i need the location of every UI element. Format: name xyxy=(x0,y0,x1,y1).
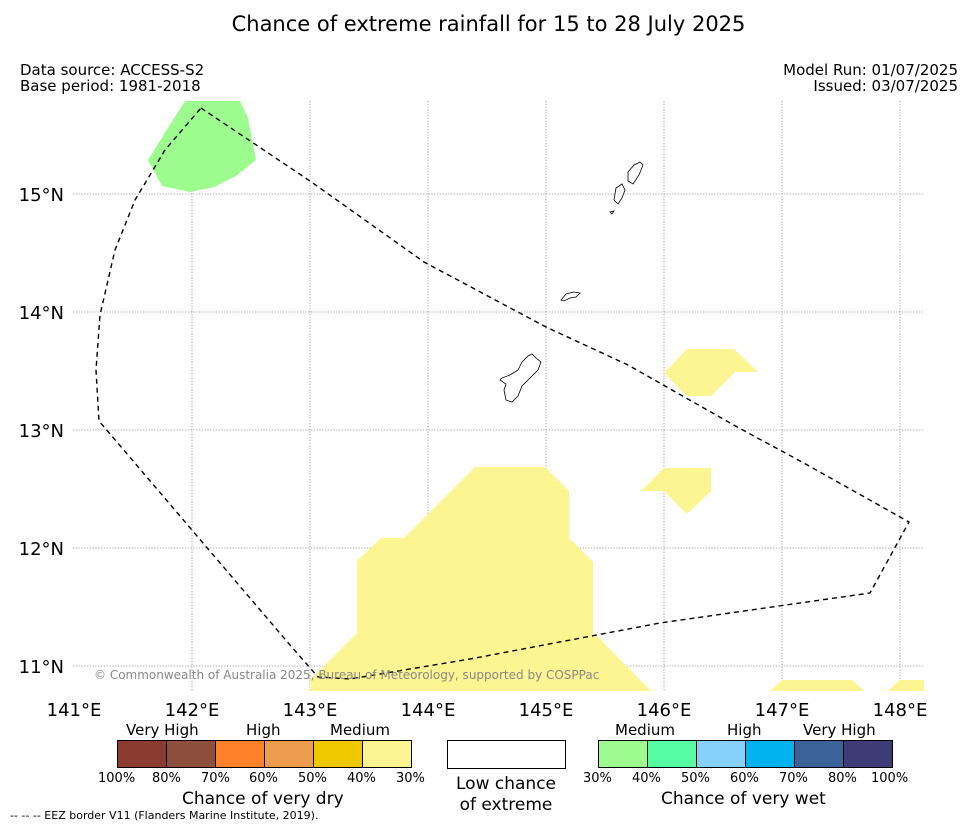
legend-wet-swatch xyxy=(598,740,648,768)
lon-tick-label: 148°E xyxy=(873,700,928,720)
legend-wet-swatch xyxy=(696,740,746,768)
issued-date: Issued: 03/07/2025 xyxy=(813,77,958,95)
legend-dry-title: Chance of very dry xyxy=(182,789,344,809)
saipan-island xyxy=(627,161,644,185)
legend-wet-tick: 70% xyxy=(779,771,808,786)
legend-dry-swatch xyxy=(215,740,265,768)
legend-wet-swatch xyxy=(843,740,893,768)
data-source: Data source: ACCESS-S2 xyxy=(20,61,205,79)
legend-wet-tick: 30% xyxy=(583,771,612,786)
legend-dry-category: High xyxy=(246,721,281,739)
medium-wet-region xyxy=(148,101,256,192)
guam-island xyxy=(499,353,542,403)
lon-tick-label: 141°E xyxy=(47,700,102,720)
legend-wet-tick: 40% xyxy=(632,771,661,786)
copyright-text: © Commonwealth of Australia 2025, Bureau… xyxy=(94,668,599,682)
eez-border xyxy=(95,107,910,680)
legend-wet-category: Medium xyxy=(615,721,675,739)
legend-wet-category: High xyxy=(727,721,762,739)
tinian-island xyxy=(613,183,626,205)
legend-low-title-line2: of extreme xyxy=(459,795,553,815)
legend-dry-swatch xyxy=(264,740,314,768)
legend-wet-swatch xyxy=(647,740,697,768)
aguijan-island xyxy=(609,210,615,215)
legend-wet-tick: 100% xyxy=(871,771,909,786)
legend-dry-colorbar xyxy=(117,740,412,768)
map-area: © Commonwealth of Australia 2025, Bureau… xyxy=(73,101,924,691)
legend-wet-category: Very High xyxy=(803,721,876,739)
legend-wet-colorbar xyxy=(598,740,893,768)
legend-dry-tick: 60% xyxy=(249,771,278,786)
legend-low-swatch xyxy=(447,740,566,769)
base-period: Base period: 1981-2018 xyxy=(20,77,201,95)
legend-dry-tick: 40% xyxy=(347,771,376,786)
legend-dry-category: Medium xyxy=(330,721,390,739)
legend-dry-tick: 50% xyxy=(298,771,327,786)
legend-dry-swatch xyxy=(117,740,167,768)
lon-tick-label: 144°E xyxy=(401,700,456,720)
medium-dry-region-east-2 xyxy=(641,468,711,514)
lon-tick-label: 143°E xyxy=(283,700,338,720)
legend-wet-swatch xyxy=(794,740,844,768)
lat-tick-label: 12°N xyxy=(19,539,64,560)
legend-dry-swatch xyxy=(313,740,363,768)
legend-dry-swatch xyxy=(166,740,216,768)
model-run: Model Run: 01/07/2025 xyxy=(783,61,958,79)
lat-tick-label: 14°N xyxy=(19,303,64,324)
eez-footnote: -- -- -- EEZ border V11 (Flanders Marine… xyxy=(10,809,319,822)
legend-wet-tick: 50% xyxy=(681,771,710,786)
medium-dry-region-southeast-2 xyxy=(888,680,924,691)
medium-dry-region-southeast-1 xyxy=(770,680,864,691)
legend-wet-title: Chance of very wet xyxy=(661,789,826,809)
rainfall-map: © Commonwealth of Australia 2025, Bureau… xyxy=(19,101,928,720)
legend-wet-swatch xyxy=(745,740,795,768)
legend-low-title-line1: Low chance xyxy=(456,774,556,794)
legend-dry-swatch xyxy=(362,740,412,768)
lat-tick-label: 15°N xyxy=(19,185,64,206)
lat-tick-label: 13°N xyxy=(19,421,64,442)
lat-tick-label: 11°N xyxy=(19,657,64,678)
legend-wet-tick: 80% xyxy=(828,771,857,786)
medium-dry-region-south xyxy=(310,467,651,691)
legend-dry-category: Very High xyxy=(126,721,199,739)
legend-wet-tick: 60% xyxy=(730,771,759,786)
medium-dry-region-east-1 xyxy=(664,349,758,396)
legend-dry-tick: 30% xyxy=(396,771,425,786)
lon-tick-label: 142°E xyxy=(165,700,220,720)
gridlines xyxy=(73,101,924,691)
lon-tick-label: 145°E xyxy=(519,700,574,720)
rota-island xyxy=(560,291,581,302)
legend-dry-tick: 70% xyxy=(201,771,230,786)
lon-tick-label: 147°E xyxy=(755,700,810,720)
lon-tick-label: 146°E xyxy=(637,700,692,720)
legend-dry-tick: 100% xyxy=(98,771,136,786)
legend-dry-tick: 80% xyxy=(152,771,181,786)
page-title: Chance of extreme rainfall for 15 to 28 … xyxy=(231,12,746,36)
